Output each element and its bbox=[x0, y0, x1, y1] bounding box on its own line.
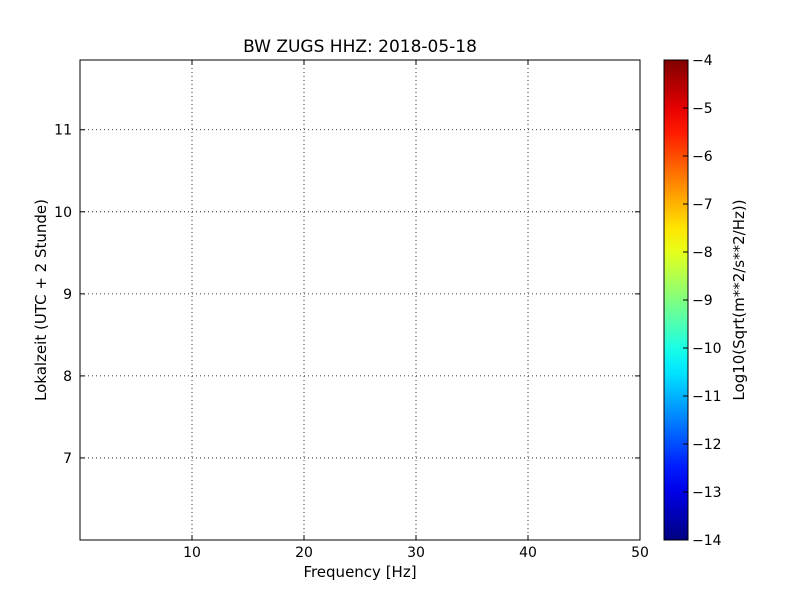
chart-title: BW ZUGS HHZ: 2018-05-18 bbox=[243, 37, 477, 57]
